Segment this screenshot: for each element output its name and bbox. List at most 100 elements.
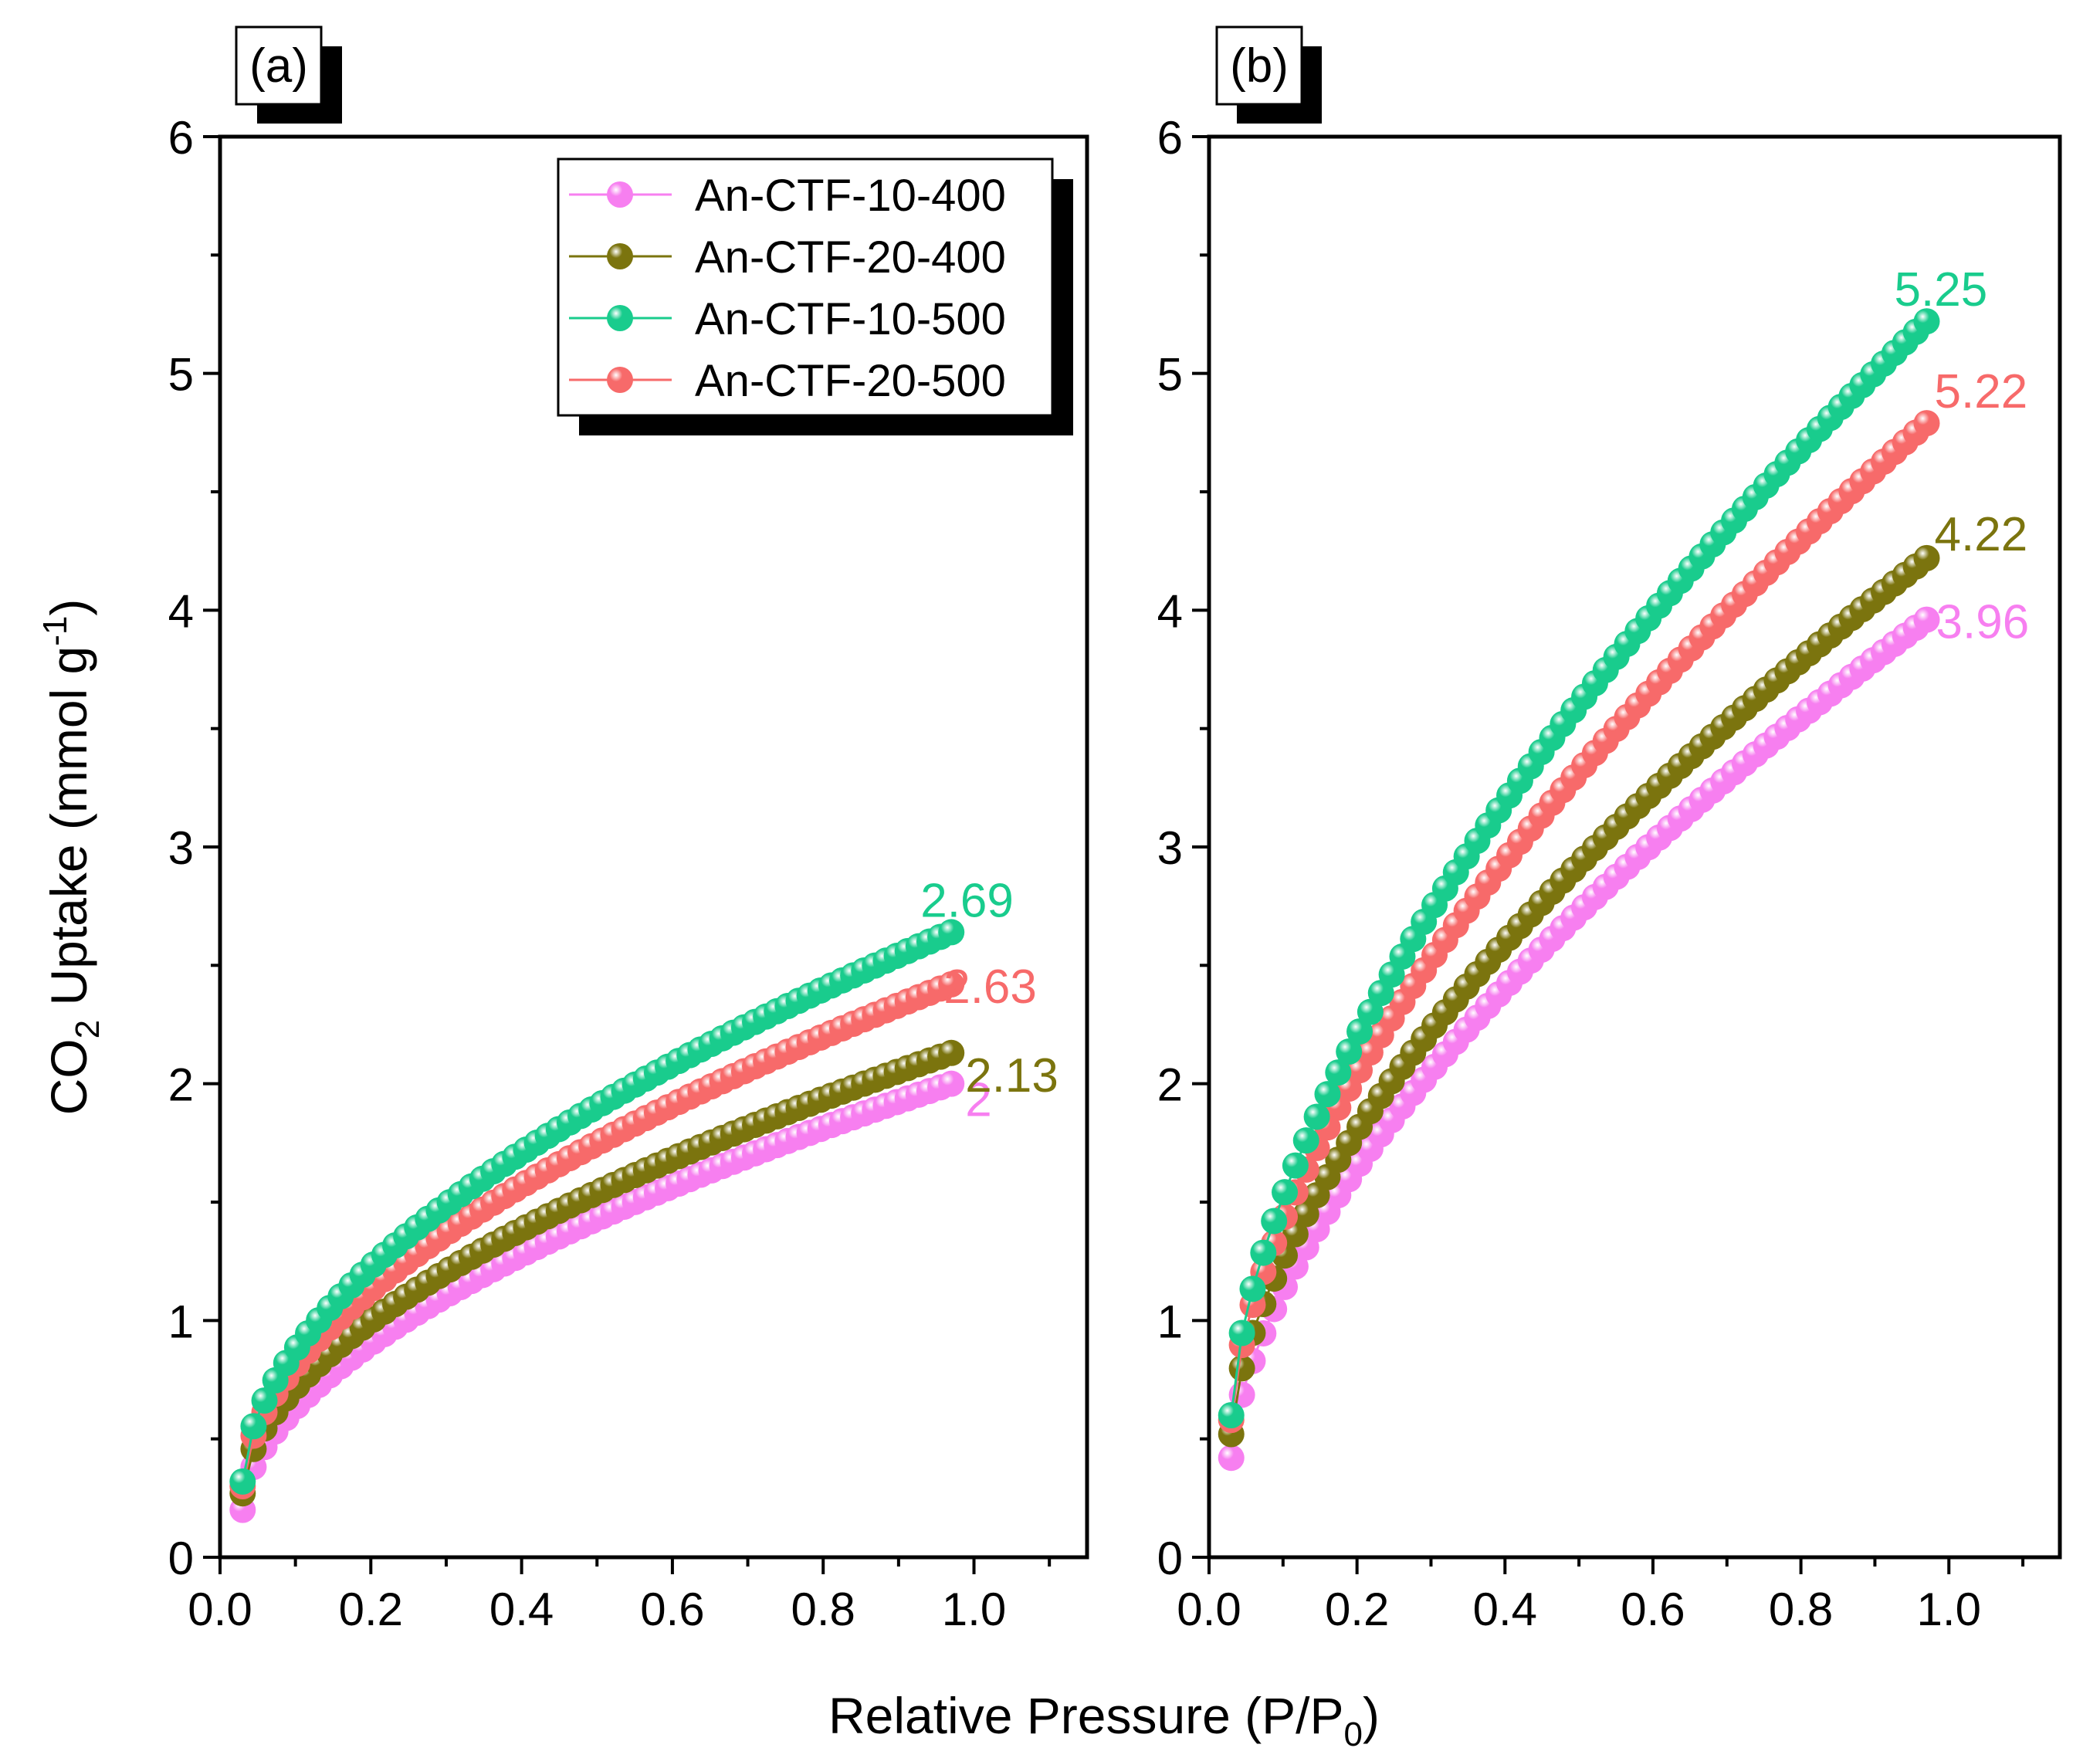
panel-b-ticks: 0 1 2 3 4 5 6 0.0 0.2 0.4 0.6 0.8 1.0 (1157, 112, 2025, 1635)
legend-marker (607, 367, 633, 393)
x-tick-label: 0.6 (1621, 1584, 1685, 1635)
data-point (1346, 1018, 1373, 1045)
data-point (1303, 1103, 1330, 1130)
data-point (1292, 1127, 1319, 1154)
legend-item-an-ctf-20-500: An-CTF-20-500 (569, 356, 1006, 406)
data-point (1272, 1179, 1299, 1206)
data-point (1261, 1208, 1288, 1235)
panel-a-series (229, 919, 965, 1523)
data-point (1336, 1038, 1363, 1065)
data-point (240, 1413, 267, 1440)
y-axis-title-close: ) (40, 599, 97, 616)
data-point (1228, 1355, 1255, 1382)
legend: An-CTF-10-400 An-CTF-20-400 An-CTF-10-500 A… (557, 158, 1073, 435)
end-label-an-ctf-10-500: 2.69 (920, 874, 1014, 927)
y-axis-title-sub: 2 (69, 1020, 107, 1038)
y-axis-title-rest: Uptake (mmol g (40, 646, 97, 1020)
data-point (938, 919, 965, 946)
legend-box (557, 158, 1054, 417)
series-an-ctf-10-500 (1218, 308, 1940, 1428)
data-point (1228, 1319, 1255, 1346)
y-tick-label: 5 (168, 349, 194, 401)
data-point (229, 1468, 256, 1495)
end-label-an-ctf-10-400: 2 (965, 1074, 991, 1127)
data-point (938, 970, 965, 998)
end-label-an-ctf-20-500: 2.63 (943, 960, 1037, 1014)
x-tick-label: 0.4 (489, 1584, 554, 1635)
y-tick-label: 1 (168, 1296, 194, 1347)
x-axis-title-close: ) (1363, 1687, 1380, 1744)
data-point (1239, 1275, 1266, 1302)
x-tick-label: 0.8 (791, 1584, 855, 1635)
panel-a-frame (218, 134, 1089, 1560)
legend-items: An-CTF-10-400 An-CTF-20-400 An-CTF-10-500 A… (569, 171, 1006, 406)
y-tick-label: 3 (168, 822, 194, 874)
legend-item-an-ctf-10-400: An-CTF-10-400 (569, 171, 1006, 221)
y-tick-label: 3 (1157, 822, 1183, 874)
y-tick-label: 6 (168, 112, 194, 164)
panel-b-series (1218, 308, 1940, 1472)
x-axis-title-main: Relative Pressure (P/P (828, 1687, 1344, 1744)
x-tick-label: 0.0 (188, 1584, 252, 1635)
legend-label: An-CTF-10-400 (695, 171, 1006, 221)
panel-a-label-text: (a) (249, 39, 308, 93)
end-label-an-ctf-10-400: 3.96 (1936, 596, 2030, 649)
data-point (1913, 308, 1940, 335)
data-point (251, 1387, 278, 1414)
legend-label: An-CTF-20-400 (695, 232, 1006, 283)
panel-a-end-labels: 22.13 2.63 2.69 (920, 874, 1058, 1126)
end-label-an-ctf-20-500: 5.22 (1935, 365, 2028, 418)
y-axis-title-main: CO (40, 1038, 97, 1115)
x-tick-label: 0.2 (1325, 1584, 1389, 1635)
data-point (938, 1070, 965, 1097)
y-tick-label: 5 (1157, 349, 1183, 401)
panel-b-label-text: (b) (1230, 39, 1289, 93)
y-tick-label: 1 (1157, 1296, 1183, 1347)
y-axis-title-sup: -1 (36, 616, 74, 646)
end-label-an-ctf-20-400: 4.22 (1935, 508, 2028, 561)
y-tick-label: 0 (1157, 1533, 1183, 1584)
x-tick-label: 0.6 (640, 1584, 704, 1635)
series-an-ctf-20-400 (1218, 544, 1940, 1448)
series-an-ctf-10-400 (1218, 606, 1940, 1472)
panel-b: (b) 0 1 2 3 4 5 6 0.0 0.2 0.4 0.6 0.8 1.0 3.96 4.22 5.… (1157, 25, 2062, 1635)
x-tick-label: 1.0 (942, 1584, 1006, 1635)
x-axis-title: Relative Pressure (P/P0) (828, 1687, 1380, 1753)
x-tick-label: 0.8 (1769, 1584, 1833, 1635)
data-point (938, 1039, 965, 1066)
x-tick-label: 1.0 (1917, 1584, 1981, 1635)
y-tick-label: 4 (1157, 585, 1183, 637)
legend-label: An-CTF-10-500 (695, 294, 1006, 344)
panel-a-ticks: 0 1 2 3 4 5 6 0.0 0.2 0.4 0.6 0.8 1.0 (168, 112, 1052, 1635)
x-tick-label: 0.0 (1177, 1584, 1241, 1635)
data-point (1218, 1445, 1245, 1472)
end-label-an-ctf-20-400: 2.13 (965, 1049, 1058, 1103)
data-point (1218, 1402, 1245, 1428)
series-an-ctf-20-500 (1218, 410, 1940, 1434)
panel-a-label-box (235, 25, 323, 106)
end-label-an-ctf-10-500: 5.25 (1895, 263, 1988, 317)
panel-b-label-box (1215, 25, 1303, 106)
series-line (241, 983, 952, 1487)
legend-label: An-CTF-20-500 (695, 356, 1006, 406)
data-point (1913, 544, 1940, 571)
legend-item-an-ctf-20-400: An-CTF-20-400 (569, 232, 1006, 283)
panel-b-end-labels: 3.96 4.22 5.22 5.25 (1895, 263, 2030, 649)
data-point (1325, 1059, 1352, 1086)
series-an-ctf-10-500 (229, 919, 965, 1495)
series-an-ctf-20-500 (229, 970, 965, 1499)
data-point (1913, 606, 1940, 633)
x-tick-label: 0.4 (1473, 1584, 1537, 1635)
x-tick-label: 0.2 (339, 1584, 403, 1635)
y-tick-label: 6 (1157, 112, 1183, 164)
legend-marker (607, 243, 633, 269)
y-tick-label: 2 (168, 1059, 194, 1111)
legend-item-an-ctf-10-500: An-CTF-10-500 (569, 294, 1006, 344)
panel-a-label: (a) (235, 25, 342, 124)
panel-b-label: (b) (1215, 25, 1322, 124)
data-point (1913, 410, 1940, 437)
y-tick-label: 4 (168, 585, 194, 637)
legend-marker (607, 305, 633, 331)
